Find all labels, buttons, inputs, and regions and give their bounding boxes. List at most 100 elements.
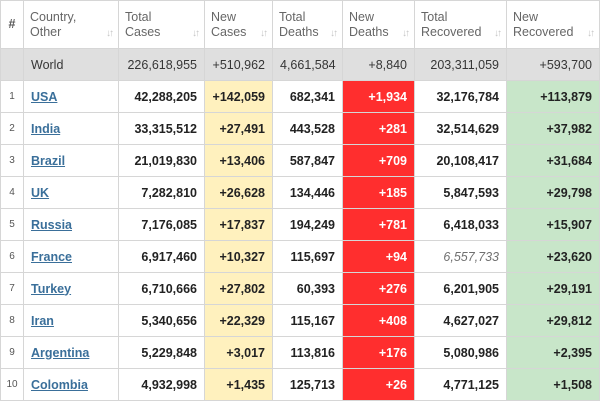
total-recovered-cell: 5,847,593 bbox=[414, 176, 507, 209]
header-new-deaths-label-1: New bbox=[349, 9, 375, 24]
total-cases-cell: 21,019,830 bbox=[118, 144, 205, 177]
sort-arrows-icon: ↓↑ bbox=[330, 28, 338, 39]
header-total-cases-label-1: Total bbox=[125, 9, 152, 24]
new-deaths-cell: +26 bbox=[342, 368, 415, 401]
new-recovered-cell: +1,508 bbox=[506, 368, 600, 401]
table-row: 8 Iran 5,340,656 +22,329 115,167 +408 4,627,02… bbox=[0, 304, 600, 337]
header-new-cases[interactable]: New Cases ↓↑ bbox=[204, 0, 273, 49]
country-link[interactable]: Colombia bbox=[31, 377, 88, 392]
new-recovered-cell: +113,879 bbox=[506, 80, 600, 113]
total-cases-cell: 42,288,205 bbox=[118, 80, 205, 113]
new-recovered-cell: +29,812 bbox=[506, 304, 600, 337]
country-link[interactable]: Brazil bbox=[31, 153, 66, 168]
row-index-cell: 5 bbox=[0, 208, 24, 241]
table-row: 10 Colombia 4,932,998 +1,435 125,713 +26 4,771… bbox=[0, 368, 600, 401]
row-index-cell: 2 bbox=[0, 112, 24, 145]
row-index-cell: 1 bbox=[0, 80, 24, 113]
header-total-cases-label-2: Cases bbox=[125, 24, 161, 39]
header-index[interactable]: # bbox=[0, 0, 24, 49]
country-link[interactable]: Argentina bbox=[31, 345, 90, 360]
header-row: # Country, Other ↓↑ Total Cases ↓↑ New C… bbox=[0, 0, 600, 49]
table-row: 1 USA 42,288,205 +142,059 682,341 +1,934 32,17… bbox=[0, 80, 600, 113]
row-index-cell: 9 bbox=[0, 336, 24, 369]
total-recovered-cell: 20,108,417 bbox=[414, 144, 507, 177]
header-country-label-2: Other bbox=[30, 24, 62, 39]
table-row: 6 France 6,917,460 +10,327 115,697 +94 6,557,7… bbox=[0, 240, 600, 273]
sort-arrows-icon: ↓↑ bbox=[494, 28, 502, 39]
total-cases-cell: 7,176,085 bbox=[118, 208, 205, 241]
new-deaths-cell: +1,934 bbox=[342, 80, 415, 113]
new-cases-cell: +27,802 bbox=[204, 272, 273, 305]
header-total-recovered[interactable]: Total Recovered ↓↑ bbox=[414, 0, 507, 49]
country-link[interactable]: Russia bbox=[31, 217, 72, 232]
world-row: World 226,618,955 +510,962 4,661,584 +8,… bbox=[0, 48, 600, 81]
world-country-cell: World bbox=[23, 48, 119, 81]
country-cell: Brazil bbox=[23, 144, 119, 177]
new-cases-cell: +13,406 bbox=[204, 144, 273, 177]
row-index-cell: 10 bbox=[0, 368, 24, 401]
country-link[interactable]: Turkey bbox=[31, 281, 72, 296]
sort-arrows-icon: ↓↑ bbox=[402, 28, 410, 39]
country-cell: USA bbox=[23, 80, 119, 113]
header-total-recovered-label-1: Total bbox=[421, 9, 448, 24]
new-cases-cell: +1,435 bbox=[204, 368, 273, 401]
header-new-cases-label-2: Cases bbox=[211, 24, 247, 39]
header-new-deaths[interactable]: New Deaths ↓↑ bbox=[342, 0, 415, 49]
header-total-deaths-label-1: Total bbox=[279, 9, 306, 24]
table-row: 2 India 33,315,512 +27,491 443,528 +281 32,514… bbox=[0, 112, 600, 145]
sort-arrows-icon: ↓↑ bbox=[106, 28, 114, 39]
header-total-deaths[interactable]: Total Deaths ↓↑ bbox=[272, 0, 343, 49]
total-deaths-cell: 134,446 bbox=[272, 176, 343, 209]
header-country[interactable]: Country, Other ↓↑ bbox=[23, 0, 119, 49]
table-row: 9 Argentina 5,229,848 +3,017 113,816 +176 5,08… bbox=[0, 336, 600, 369]
new-cases-cell: +142,059 bbox=[204, 80, 273, 113]
total-cases-cell: 5,340,656 bbox=[118, 304, 205, 337]
table-body: World 226,618,955 +510,962 4,661,584 +8,… bbox=[0, 48, 600, 401]
header-total-cases[interactable]: Total Cases ↓↑ bbox=[118, 0, 205, 49]
sort-arrows-icon: ↓↑ bbox=[192, 28, 200, 39]
total-cases-cell: 5,229,848 bbox=[118, 336, 205, 369]
total-deaths-cell: 587,847 bbox=[272, 144, 343, 177]
country-link[interactable]: UK bbox=[31, 185, 50, 200]
header-new-recovered-label-2: Recovered bbox=[513, 24, 574, 39]
country-cell: Iran bbox=[23, 304, 119, 337]
total-cases-cell: 6,710,666 bbox=[118, 272, 205, 305]
row-index-cell: 8 bbox=[0, 304, 24, 337]
country-link[interactable]: India bbox=[31, 121, 61, 136]
header-new-deaths-label-2: Deaths bbox=[349, 24, 389, 39]
new-recovered-cell: +29,798 bbox=[506, 176, 600, 209]
new-cases-cell: +26,628 bbox=[204, 176, 273, 209]
new-deaths-cell: +176 bbox=[342, 336, 415, 369]
header-total-recovered-label-2: Recovered bbox=[421, 24, 482, 39]
new-deaths-cell: +408 bbox=[342, 304, 415, 337]
new-deaths-cell: +276 bbox=[342, 272, 415, 305]
sort-arrows-icon: ↓↑ bbox=[260, 28, 268, 39]
total-recovered-cell: 4,627,027 bbox=[414, 304, 507, 337]
total-recovered-cell: 6,418,033 bbox=[414, 208, 507, 241]
world-new-deaths-cell: +8,840 bbox=[342, 48, 415, 81]
new-cases-cell: +17,837 bbox=[204, 208, 273, 241]
new-recovered-cell: +29,191 bbox=[506, 272, 600, 305]
country-link[interactable]: Iran bbox=[31, 313, 54, 328]
total-recovered-cell: 6,557,733 bbox=[414, 240, 507, 273]
total-recovered-cell: 4,771,125 bbox=[414, 368, 507, 401]
new-recovered-cell: +37,982 bbox=[506, 112, 600, 145]
total-recovered-cell: 5,080,986 bbox=[414, 336, 507, 369]
new-deaths-cell: +709 bbox=[342, 144, 415, 177]
total-cases-cell: 7,282,810 bbox=[118, 176, 205, 209]
country-link[interactable]: USA bbox=[31, 89, 58, 104]
new-deaths-cell: +185 bbox=[342, 176, 415, 209]
country-link[interactable]: France bbox=[31, 249, 72, 264]
total-recovered-cell: 32,176,784 bbox=[414, 80, 507, 113]
new-cases-cell: +27,491 bbox=[204, 112, 273, 145]
row-index-cell: 4 bbox=[0, 176, 24, 209]
header-index-label: # bbox=[8, 17, 16, 31]
table-row: 7 Turkey 6,710,666 +27,802 60,393 +276 6,201,9… bbox=[0, 272, 600, 305]
header-new-cases-label-1: New bbox=[211, 9, 237, 24]
total-deaths-cell: 60,393 bbox=[272, 272, 343, 305]
new-recovered-cell: +31,684 bbox=[506, 144, 600, 177]
header-new-recovered[interactable]: New Recovered ↓↑ bbox=[506, 0, 600, 49]
new-cases-cell: +3,017 bbox=[204, 336, 273, 369]
total-deaths-cell: 443,528 bbox=[272, 112, 343, 145]
